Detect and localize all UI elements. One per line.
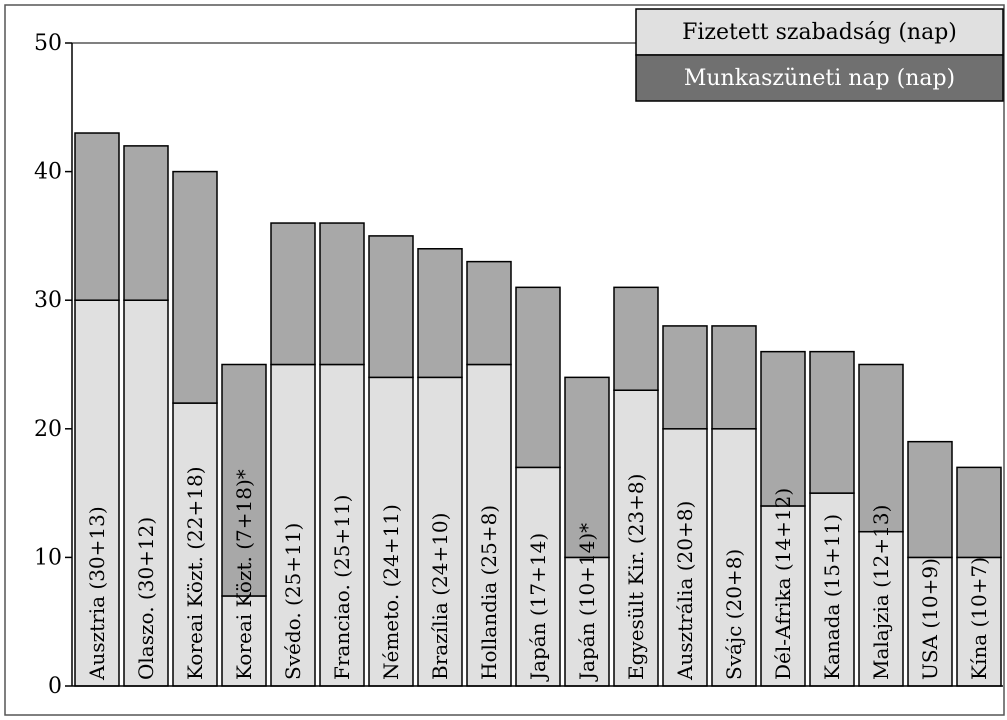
category-label: USA (10+9) [918,558,942,680]
bar-segment [564,376,610,559]
bar-segment [907,440,953,559]
bar-segment [466,260,512,366]
category-label: Dél-Afrika (14+12) [771,488,795,680]
category-label: Japán (10+14)* [575,523,599,682]
bar-segment [466,363,512,687]
bar-segment [711,428,757,687]
category-label: Olaszo. (30+12) [134,517,158,680]
legend-swatch [635,54,1004,102]
bar-segment [172,402,218,687]
category-label: Koreai Közt. (22+18) [183,466,207,680]
bar-segment [270,363,316,687]
y-tick-label: 40 [34,160,62,185]
category-label: Svájc (20+8) [722,549,746,680]
category-label: Brazília (24+10) [428,513,452,680]
bar-segment [319,222,365,366]
bar-segment [221,363,267,597]
category-label: Ausztria (30+13) [85,506,109,681]
category-label: Svédo. (25+11) [281,523,305,680]
category-label: Kína (10+7) [967,557,991,680]
category-label: Egyesült Kir. (23+8) [624,474,648,680]
bar-segment [74,299,120,687]
category-label: Hollandia (25+8) [477,505,501,680]
category-label: Ausztrália (20+8) [673,501,697,681]
category-label: Japán (17+14) [526,533,550,682]
bar-segment [613,286,659,391]
category-label: Kanada (15+11) [820,514,844,680]
bar-segment [319,363,365,687]
legend-label: Fizetett szabadság (nap) [682,20,957,45]
bar-segment [417,376,463,687]
bar-segment [515,466,561,687]
bar-segment [417,248,463,379]
y-tick-label: 30 [34,288,62,313]
bar-segment [123,299,169,687]
bar-segment [760,505,806,687]
legend-swatch [635,8,1004,56]
bar-segment [515,286,561,469]
bar-segment [221,595,267,687]
bar-segment [613,389,659,687]
bar-segment [172,170,218,404]
bar-segment [270,222,316,366]
y-tick-label: 0 [48,674,62,699]
y-tick-label: 20 [34,417,62,442]
category-label: Malajzia (12+13) [869,505,893,680]
bar-segment [956,556,1002,687]
bar-segment [564,556,610,687]
bar-segment [662,325,708,430]
bar-segment [662,428,708,687]
bar-segment [711,325,757,430]
bar-segment [956,466,1002,559]
legend-label: Munkaszüneti nap (nap) [684,66,955,91]
bar-segment [809,350,855,494]
bar-segment [368,235,414,379]
y-tick-label: 10 [34,545,62,570]
bar-segment [760,350,806,507]
category-label: Franciao. (25+11) [330,495,354,680]
y-tick-label: 50 [34,31,62,56]
category-label: Koreai Közt. (7+18)* [232,469,256,680]
bar-segment [858,363,904,533]
bar-segment [123,145,169,301]
category-label: Németo. (24+11) [379,504,403,680]
bar-segment [74,132,120,301]
